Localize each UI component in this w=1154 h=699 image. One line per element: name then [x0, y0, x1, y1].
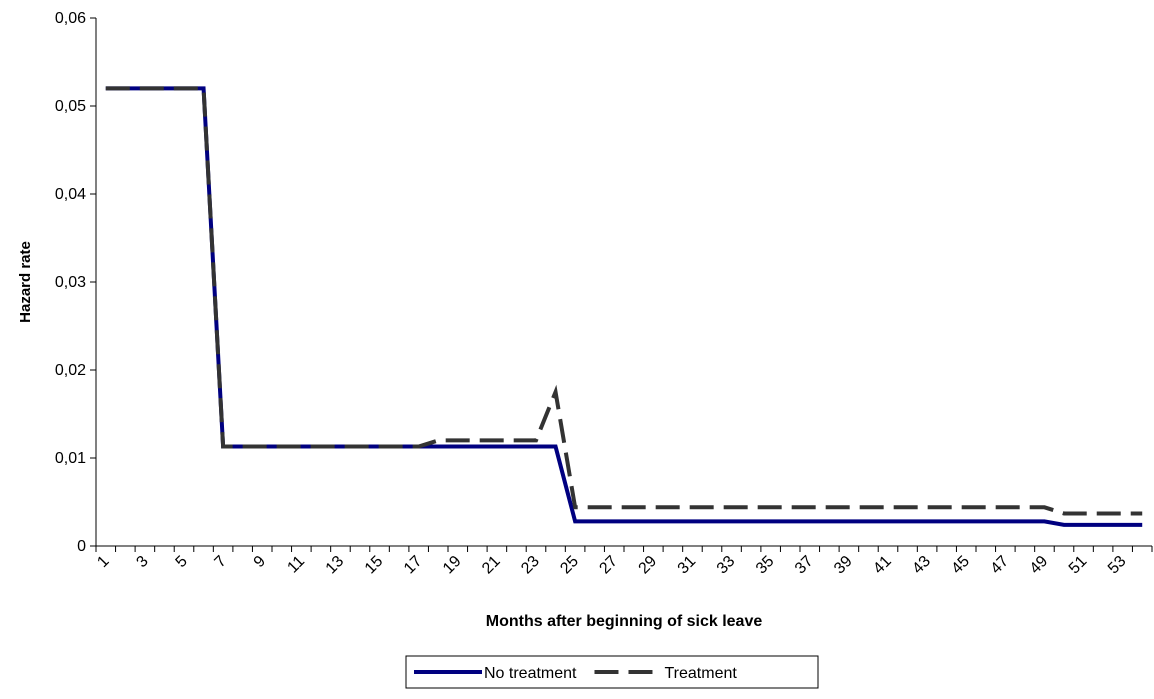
x-tick-label: 25	[557, 553, 582, 578]
legend-box	[405, 655, 819, 689]
y-tick-label: 0,03	[55, 274, 86, 291]
x-tick-label: 35	[753, 553, 778, 578]
x-tick-label: 53	[1105, 553, 1130, 578]
x-tick-label: 39	[831, 553, 856, 578]
x-tick-label: 29	[636, 553, 661, 578]
x-tick-label: 7	[212, 553, 230, 571]
y-tick-label: 0,01	[55, 450, 86, 467]
x-tick-label: 27	[596, 553, 621, 578]
x-tick-label: 17	[401, 553, 426, 578]
x-tick-label: 13	[323, 553, 348, 578]
x-tick-label: 21	[479, 553, 504, 578]
y-tick-label: 0	[77, 538, 86, 555]
x-tick-label: 45	[948, 553, 973, 578]
x-tick-label: 49	[1027, 553, 1052, 578]
x-tick-label: 51	[1066, 553, 1091, 578]
x-tick-label: 19	[440, 553, 465, 578]
legend: No treatment Treatment	[405, 655, 819, 689]
y-tick-label: 0,04	[55, 186, 86, 203]
x-tick-label: 23	[518, 553, 543, 578]
x-tick-label: 5	[173, 553, 191, 571]
x-tick-label: 1	[94, 553, 112, 571]
x-tick-label: 31	[675, 553, 700, 578]
legend-label: No treatment	[484, 665, 577, 682]
series-line	[105, 86, 1143, 516]
x-tick-label: 33	[714, 553, 739, 578]
legend-label: Treatment	[664, 665, 737, 682]
x-tick-label: 43	[909, 553, 934, 578]
x-tick-label: 37	[792, 553, 817, 578]
series-line	[105, 86, 1143, 527]
y-axis-label: Hazard rate	[17, 241, 34, 323]
y-tick-label: 0,06	[55, 10, 86, 27]
y-tick-label: 0,05	[55, 98, 86, 115]
x-tick-label: 47	[988, 553, 1013, 578]
x-tick-label: 9	[251, 553, 269, 571]
x-tick-label: 41	[870, 553, 895, 578]
x-axis-label: Months after beginning of sick leave	[486, 613, 763, 630]
x-tick-label: 15	[362, 553, 387, 578]
y-tick-label: 0,02	[55, 362, 86, 379]
x-tick-label: 11	[284, 553, 308, 577]
x-tick-label: 3	[133, 553, 151, 571]
